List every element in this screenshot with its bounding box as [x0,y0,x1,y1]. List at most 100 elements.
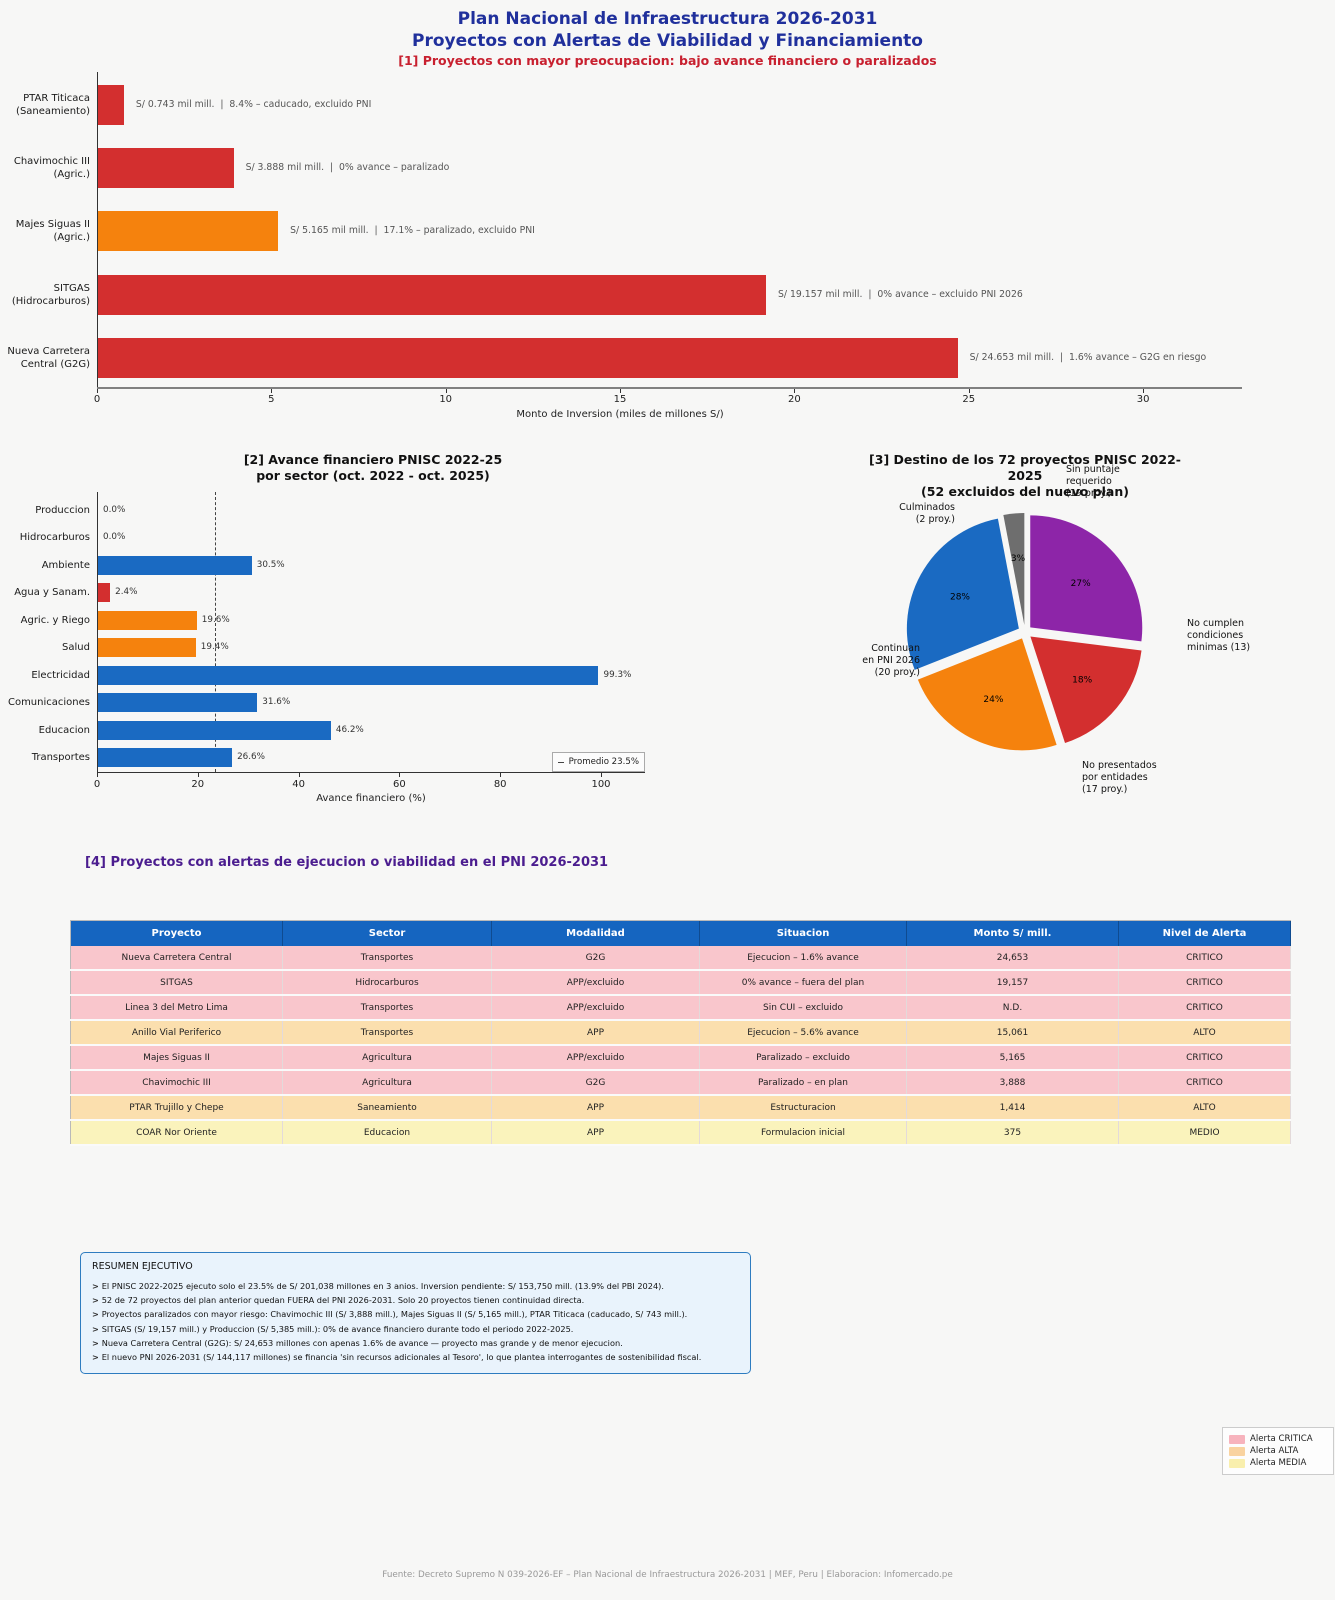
chart2-average-legend: Promedio 23.5% [552,752,645,772]
chart2-value-label: 2.4% [115,587,138,597]
table-cell: Agricultura [282,1045,492,1071]
chart1-bar-annotation: S/ 5.165 mil mill. | 17.1% – paralizado,… [290,225,535,236]
pie-pct-label: 18% [1072,675,1092,685]
legend-item: Alerta CRITICA [1229,1434,1327,1444]
chart2-x-tick [601,773,602,777]
chart1-category-label: Chavimochic III (Agric.) [13,156,90,180]
chart1-title: [1] Proyectos con mayor preocupacion: ba… [398,53,937,68]
chart2-x-tick [298,773,300,777]
table-cell: APP [491,1095,700,1121]
chart1-x-tick [97,389,98,393]
chart1-x-tick-label: 0 [93,394,101,405]
pie-outside-label: No cumplen condiciones minimas (13) [1187,618,1251,653]
chart2-y-axis [97,492,98,773]
page-title-line2: Proyectos con Alertas de Viabilidad y Fi… [412,31,923,51]
pie-outside-label: Culminados (2 proy.) [899,502,955,525]
chart1-x-tick [968,389,970,393]
pie-pct-label: 28% [950,592,970,602]
pie-slice-2 [917,638,1057,751]
table-cell: 3,888 [906,1070,1119,1096]
chart1-x-tick-label: 20 [788,394,801,405]
chart2-category-label: Educacion [38,724,90,736]
table-cell: Anillo Vial Periferico [70,1020,283,1046]
chart1-x-axis [97,387,1242,389]
table-cell: Estructuracion [699,1095,907,1121]
chart1-x-tick-label: 15 [613,394,627,405]
table-cell: Paralizado – en plan [699,1070,907,1096]
average-legend-label: Promedio 23.5% [568,757,639,767]
chart1-category-label: Majes Siguas II (Agric.) [15,219,90,243]
table-cell: 5,165 [906,1045,1119,1071]
chart2-value-label: 0.0% [103,504,126,515]
chart2-x-axis-label: Avance financiero (%) [316,793,426,804]
pie-pct-label: 27% [1071,579,1091,589]
summary-bullet: Proyectos paralizados con mayor riesgo: … [92,1307,739,1321]
chart1-bar-annotation: S/ 24.653 mil mill. | 1.6% avance – G2G … [969,352,1207,363]
chart2-value-label: 19.4% [200,642,229,652]
chart1-x-tick [445,389,447,393]
table-column-header: Sector [282,920,492,946]
destiny-pie-chart: 27% 18% 24% 28% 3% [906,513,1143,751]
chart2-value-label: 99.3% [603,669,632,680]
table-row: Nueva Carretera Central Transportes G2G Eje… [70,946,1291,971]
chart2-category-label: Hidrocarburos [19,532,90,543]
summary-title: RESUMEN EJECUTIVO [92,1261,193,1272]
chart2-x-tick [500,773,502,777]
chart3-title: [3] Destino de los 72 proyectos PNISC 20… [869,452,1181,499]
pie-slice-1 [1030,636,1142,743]
table-cell: G2G [491,946,700,971]
legend-label: Alerta ALTA [1250,1446,1299,1456]
table-cell: Paralizado – excluido [699,1045,907,1071]
summary-bullet-list: El PNISC 2022-2025 ejecuto solo el 23.5%… [92,1279,739,1364]
table-cell: 24,653 [906,946,1119,971]
table-cell: MEDIO [1118,1120,1291,1146]
table-column-header: Proyecto [70,920,283,946]
table-cell: APP/excluido [491,970,700,996]
chart2-x-tick-label: 60 [393,779,406,790]
legend-swatch [1229,1458,1245,1468]
pie-slice-3 [906,518,1019,670]
table-cell: Sin CUI – excluido [699,995,907,1021]
chart2-x-tick [197,773,199,777]
summary-bullet: El PNISC 2022-2025 ejecuto solo el 23.5%… [92,1279,739,1293]
page-title-line1: Plan Nacional de Infraestructura 2026-20… [457,9,878,29]
table-row: SITGAS Hidrocarburos APP/excluido 0% avance… [70,970,1291,996]
chart2-x-axis [97,772,645,773]
chart2-x-tick [399,773,401,777]
chart2-value-label: 30.5% [256,559,285,570]
chart2-x-tick-label: 100 [591,779,611,790]
legend-label: Alerta CRITICA [1250,1434,1313,1444]
chart1-x-tick-label: 5 [268,394,275,405]
chart2-average-line [215,492,217,772]
table-cell: Agricultura [282,1070,492,1096]
chart1-x-tick [620,389,622,393]
chart2-value-label: 46.2% [335,724,364,735]
chart2-category-label: Agua y Sanam. [14,587,90,598]
chart2-bar [98,693,258,712]
table-cell: CRITICO [1118,946,1291,971]
table-cell: COAR Nor Oriente [70,1120,283,1146]
table-row: Linea 3 del Metro Lima Transportes APP/exc… [70,995,1291,1021]
chart1-bar [98,275,766,315]
chart2-x-tick [97,773,98,777]
table-cell: Saneamiento [282,1095,492,1121]
dashed-line-sample [558,761,564,763]
chart2-value-label: 31.6% [262,697,291,707]
table-cell: Majes Siguas II [70,1045,283,1071]
table-cell: APP/excluido [491,995,700,1021]
chart2-category-label: Agric. y Riego [20,614,90,626]
chart1-bar [98,85,124,125]
chart1-category-label: Nueva Carretera Central (G2G) [7,346,90,370]
chart2-category-label: Produccion [35,504,90,516]
table-row: Chavimochic III Agricultura G2G Paralizado … [70,1070,1291,1096]
chart2-x-tick-label: 80 [493,779,507,790]
executive-summary-box: RESUMEN EJECUTIVO El PNISC 2022-2025 eje… [80,1252,751,1375]
table-column-header: Modalidad [491,920,700,946]
table-cell: Educacion [282,1120,492,1146]
chart2-value-label: 26.6% [237,752,266,762]
table-cell: Ejecucion – 1.6% avance [699,946,907,971]
table-cell: Linea 3 del Metro Lima [70,995,283,1021]
table-cell: CRITICO [1118,1045,1291,1071]
table-cell: Ejecucion – 5.6% avance [699,1020,907,1046]
